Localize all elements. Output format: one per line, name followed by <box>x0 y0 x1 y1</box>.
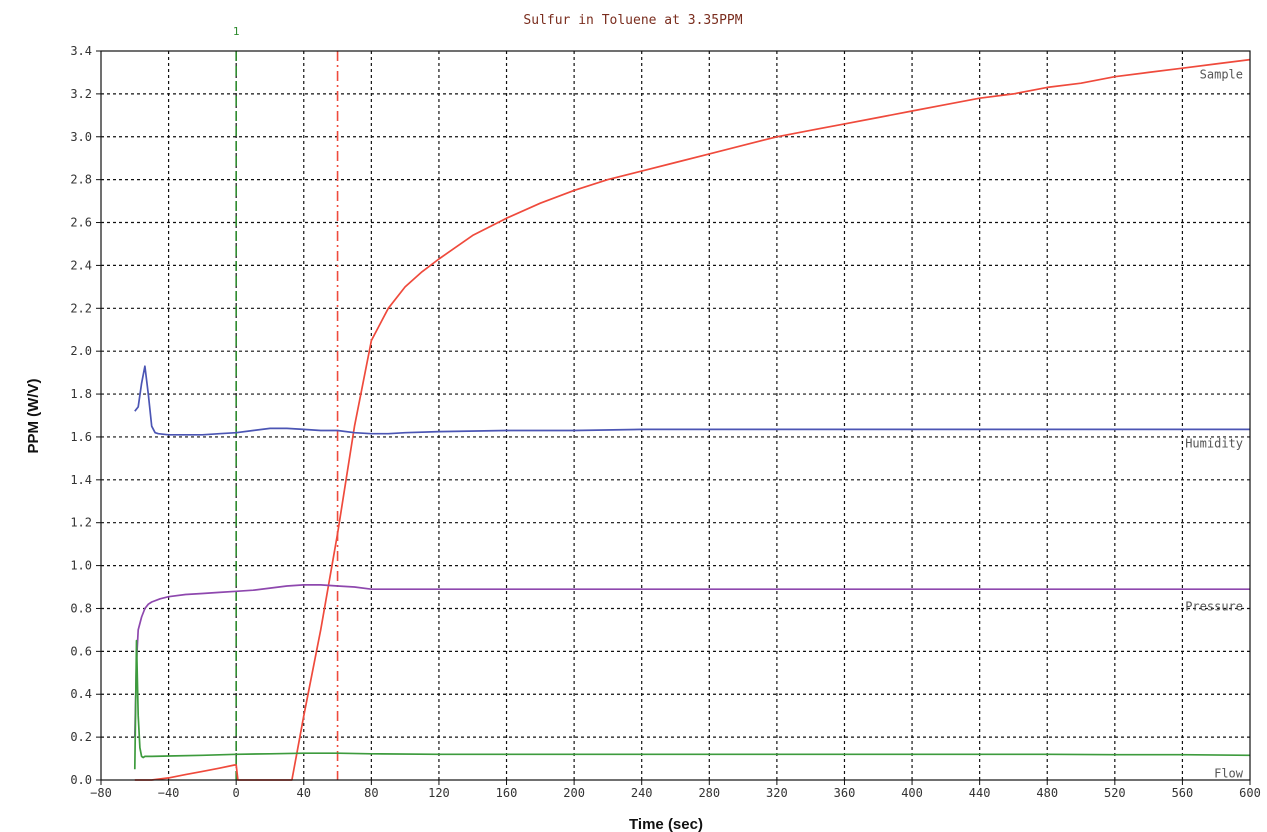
series-lines <box>133 58 1251 781</box>
y-tick-label: 1.8 <box>70 387 92 401</box>
series-labels: Sample Humidity Pressure Flow <box>1185 68 1244 781</box>
y-tick-label: 2.8 <box>70 173 92 187</box>
x-tick-label: −40 <box>158 786 180 800</box>
tick-labels: −80 −40 0 40 80 120 160 200 240 280 320 360 400 440 48… <box>70 44 1261 800</box>
y-tick-label: 3.0 <box>70 130 92 144</box>
y-tick-label: 1.6 <box>70 430 92 444</box>
x-tick-label: 400 <box>901 786 923 800</box>
series-label-sample: Sample <box>1200 68 1243 82</box>
x-tick-label: 280 <box>698 786 720 800</box>
x-tick-label: 200 <box>563 786 585 800</box>
x-tick-label: 40 <box>297 786 311 800</box>
x-tick-label: 480 <box>1036 786 1058 800</box>
x-tick-label: 160 <box>496 786 518 800</box>
x-tick-label: 240 <box>631 786 653 800</box>
y-tick-label: 0.4 <box>70 687 92 701</box>
x-tick-label: 440 <box>969 786 991 800</box>
marker-lines: 1 <box>233 25 339 780</box>
y-axis-label: PPM (W/V) <box>25 379 42 454</box>
y-tick-label: 2.0 <box>70 344 92 358</box>
y-tick-label: 2.6 <box>70 216 92 230</box>
x-tick-label: 0 <box>233 786 240 800</box>
y-tick-label: 3.2 <box>70 87 92 101</box>
y-tick-label: 1.2 <box>70 516 92 530</box>
x-tick-label: 320 <box>766 786 788 800</box>
y-tick-label: 0.8 <box>70 601 92 615</box>
chart-title: Sulfur in Toluene at 3.35PPM <box>523 13 742 28</box>
grid <box>96 50 1251 785</box>
series-line-pressure <box>133 584 1250 738</box>
x-tick-label: 520 <box>1104 786 1126 800</box>
y-tick-label: 3.4 <box>70 44 92 58</box>
x-tick-label: 560 <box>1172 786 1194 800</box>
marker-label: 1 <box>233 25 240 38</box>
series-label-flow: Flow <box>1214 767 1244 781</box>
y-tick-label: 2.4 <box>70 258 92 272</box>
series-line-flow <box>133 639 1251 770</box>
y-tick-label: 0.6 <box>70 644 92 658</box>
y-tick-label: 1.4 <box>70 473 92 487</box>
series-line-humidity <box>134 365 1250 436</box>
y-tick-label: 2.2 <box>70 301 92 315</box>
y-tick-label: 0.2 <box>70 730 92 744</box>
x-axis-label: Time (sec) <box>629 816 703 832</box>
x-tick-label: 600 <box>1239 786 1261 800</box>
x-tick-label: 120 <box>428 786 450 800</box>
x-tick-label: −80 <box>90 786 112 800</box>
plot-frame <box>100 50 1251 781</box>
y-tick-label: 1.0 <box>70 559 92 573</box>
x-tick-label: 360 <box>834 786 856 800</box>
series-label-pressure: Pressure <box>1185 599 1243 613</box>
x-tick-label: 80 <box>364 786 378 800</box>
y-tick-label: 0.0 <box>70 773 92 787</box>
series-line-sample <box>134 58 1251 781</box>
series-label-humidity: Humidity <box>1185 436 1243 450</box>
